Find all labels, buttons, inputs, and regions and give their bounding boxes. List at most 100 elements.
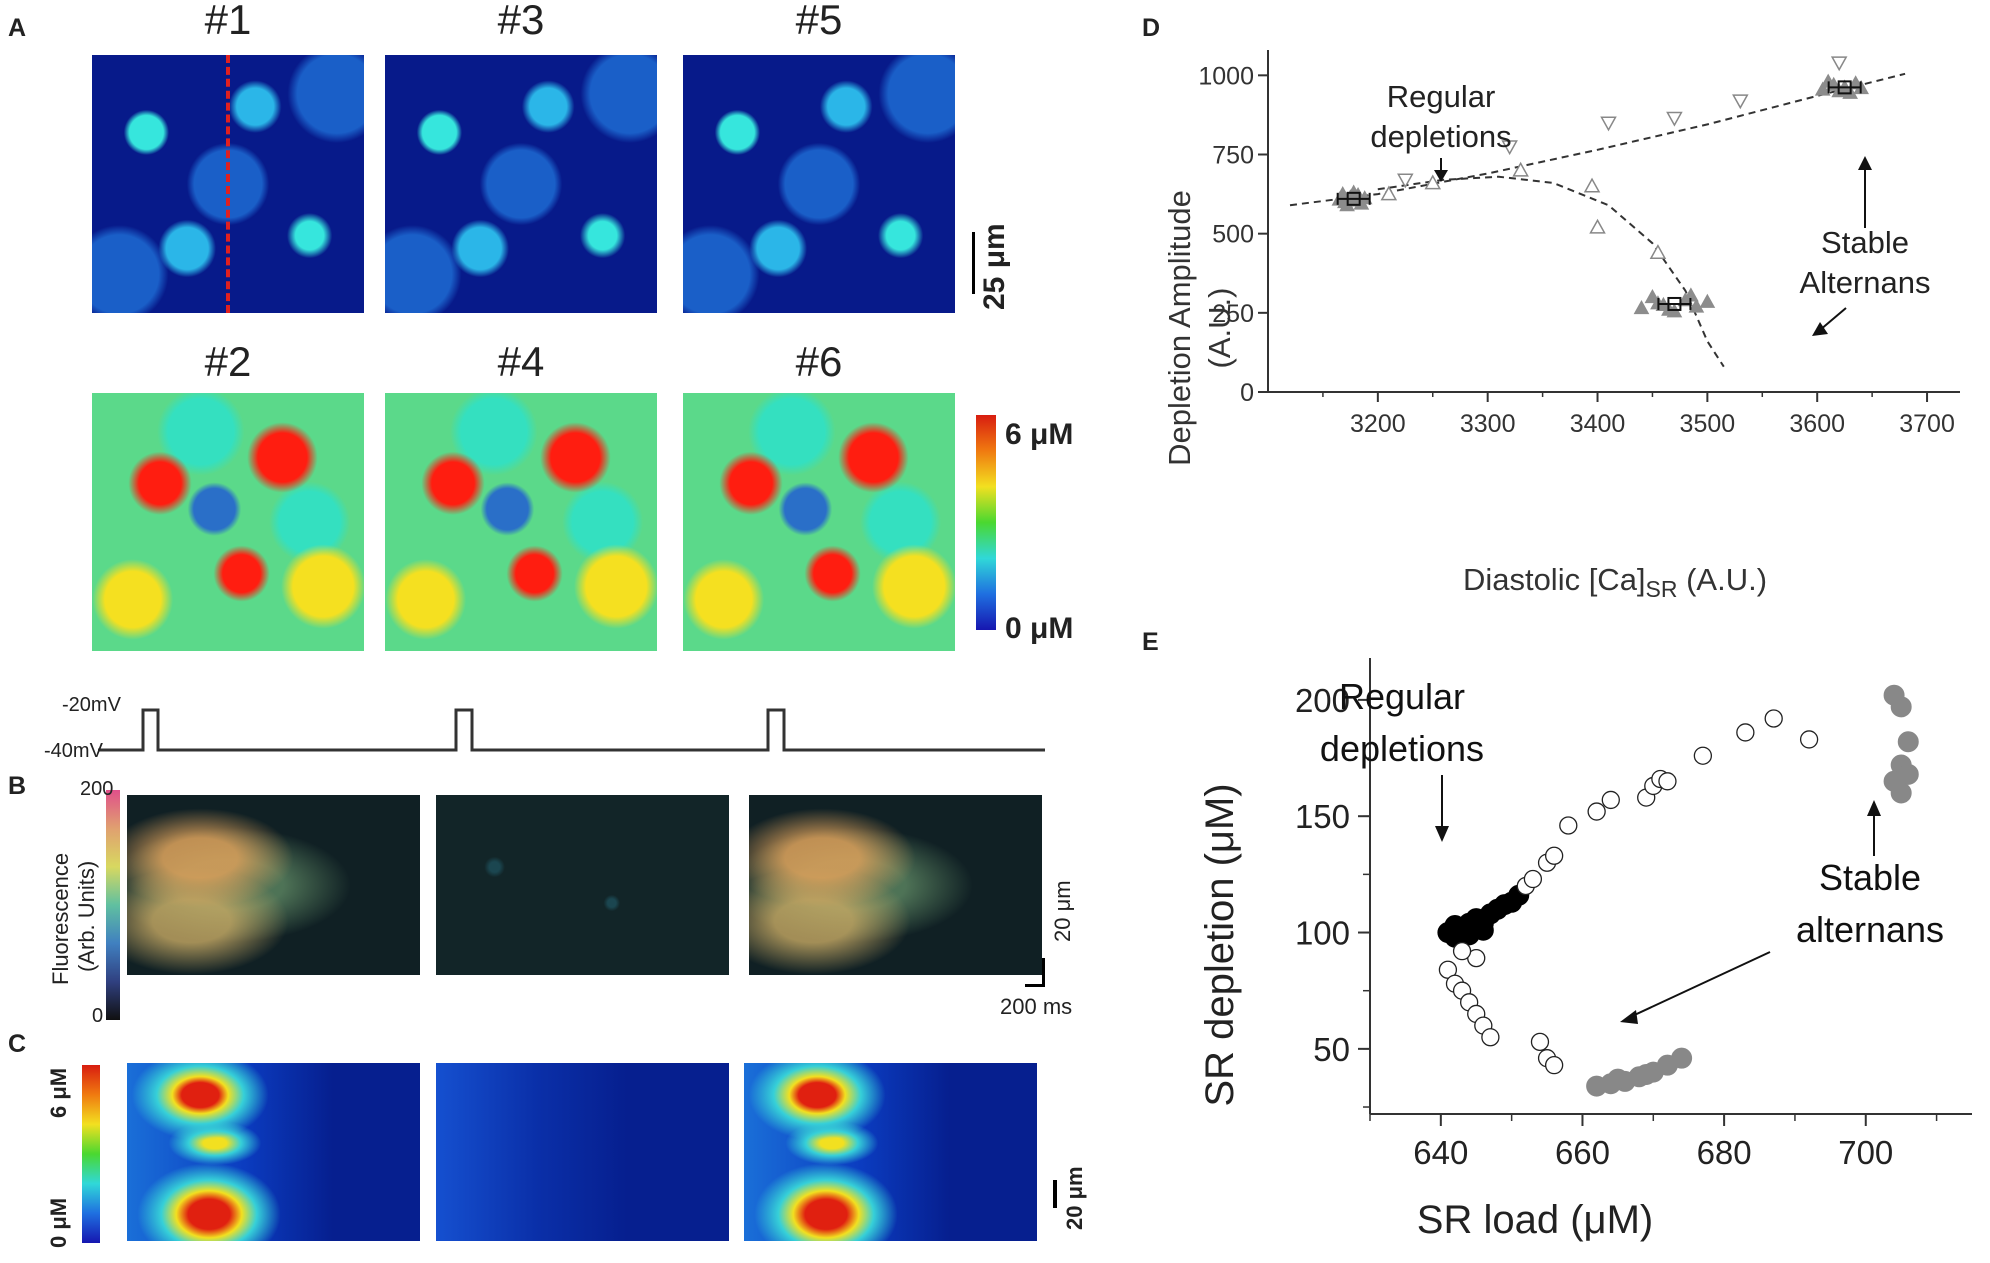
chart-d-x-tick-label: 3700 (1899, 410, 1955, 438)
chart-d-point (1380, 185, 1398, 201)
chart-e-point (1890, 782, 1912, 804)
chart-d-point (1589, 218, 1606, 234)
chart-d-point (1583, 177, 1601, 193)
chart-e-arrow-regular-head (1435, 826, 1449, 842)
scale-label-a: 25 μm (978, 223, 1011, 310)
sim-trace-2 (436, 1063, 729, 1241)
map-title-5: #5 (795, 0, 843, 43)
ca-map-2 (92, 393, 364, 651)
chart-e-point (1601, 790, 1620, 810)
chart-d-point (1649, 244, 1667, 260)
chart-e-point (1890, 696, 1912, 718)
scale-b-space: 20 μm (1050, 880, 1075, 942)
chart-d-y-tick-label: 750 (1212, 142, 1254, 170)
chart-e-point (1693, 746, 1713, 765)
chart-e-arrow-stable-down (1627, 951, 1771, 1019)
colorbar-a (976, 415, 996, 630)
chart-e-point (1897, 731, 1919, 753)
chart-d-y-tick-label: 500 (1212, 221, 1254, 249)
voltage-high-label: -20mV (62, 694, 121, 716)
chart-e-arrow-stable-up-head (1867, 800, 1881, 816)
chart-d-mean-marker (1837, 80, 1852, 95)
chart-d-fit-upper (1289, 72, 1906, 207)
chart-d-x-tick-label: 3600 (1789, 410, 1845, 438)
chart-e: 640 660 680 700 50 100 150 200 SR depletion (μM… (1198, 658, 1972, 1242)
chart-e-y-tick-label: 200 (1295, 682, 1350, 719)
chart-d-point (1688, 298, 1705, 313)
chart-d-arrow-stable-up-head (1858, 156, 1872, 170)
map-title-2: #2 (204, 338, 252, 385)
chart-e-point (1481, 1028, 1500, 1047)
line-scan-marker (226, 55, 230, 313)
chart-d-x-tick-label: 3400 (1570, 410, 1626, 438)
chart-e-point (1544, 846, 1564, 865)
chart-e-arrow-stable-down-head (1620, 1010, 1638, 1024)
chart-d-point (1644, 288, 1661, 304)
chart-e-point (1635, 1063, 1657, 1085)
ca-map-5 (683, 55, 955, 313)
colorbar-b-min: 0 (92, 1005, 104, 1027)
chart-e-annot-stable-2: alternans (1796, 909, 1944, 950)
chart-d-point (1666, 111, 1683, 127)
chart-d-y-tick-label: 1000 (1198, 62, 1254, 90)
chart-d-ylabel-2: (A.U.) (1202, 288, 1237, 369)
chart-d-y-tick-label: 0 (1240, 379, 1254, 407)
scale-bar-b-vertical (1042, 958, 1045, 986)
chart-d-arrow-stable-down-head (1812, 322, 1828, 336)
colorbar-b-label-1: Fluorescence (48, 852, 73, 985)
chart-e-y-tick-label: 50 (1313, 1031, 1350, 1068)
sim-trace-3 (744, 1063, 1037, 1241)
colorbar-c-min: 0 μM (46, 1197, 71, 1248)
chart-e-x-tick-label: 640 (1413, 1134, 1468, 1171)
ca-map-4 (385, 393, 657, 651)
map-title-3: #3 (497, 0, 545, 43)
chart-d-point (1501, 140, 1518, 156)
chart-e-point (1452, 941, 1472, 961)
ca-map-3 (385, 55, 657, 313)
chart-d: 3200 3300 3400 3500 3600 3700 0 250 500 750 1000 D… (1162, 50, 1960, 602)
chart-e-point (1544, 1055, 1564, 1075)
colorbar-b-max: 200 (80, 778, 114, 800)
colorbar-a-min: 0 μM (1005, 612, 1074, 645)
chart-e-annot-regular-2: depletions (1320, 728, 1484, 769)
chart-e-annot-stable-1: Stable (1819, 857, 1921, 898)
chart-e-y-tick-label: 100 (1295, 915, 1350, 952)
scale-c-space: 20 μm (1062, 1166, 1087, 1230)
chart-e-point (1530, 1032, 1550, 1052)
panel-letter-c: C (8, 1030, 27, 1058)
scale-b-time: 200 ms (1000, 994, 1073, 1019)
chart-d-arrow-stable-down (1819, 307, 1847, 331)
chart-d-arrow-regular-head (1434, 170, 1448, 182)
chart-d-point (1350, 187, 1366, 202)
chart-e-point (1587, 802, 1606, 821)
chart-e-point (1736, 723, 1755, 742)
map-title-4: #4 (497, 338, 545, 385)
chart-d-point (1424, 174, 1442, 190)
chart-e-x-tick-label: 700 (1838, 1134, 1893, 1171)
colorbar-b (106, 790, 120, 1020)
chart-d-point (1814, 81, 1831, 96)
ca-map-6 (683, 393, 955, 651)
chart-e-point (1472, 919, 1494, 941)
chart-d-x-tick-label: 3500 (1680, 410, 1736, 438)
fluor-trace-1 (127, 795, 420, 975)
chart-e-y-tick-label: 150 (1295, 798, 1350, 835)
chart-e-point (1607, 1068, 1629, 1090)
colorbar-c-max: 6 μM (46, 1067, 71, 1118)
chart-d-annot-regular-1: Regular (1387, 79, 1496, 114)
voltage-low-label: -40mV (44, 740, 103, 762)
scale-bar-c (1053, 1180, 1057, 1208)
chart-e-point (1671, 1047, 1693, 1069)
chart-d-annot-stable-2: Alternans (1800, 265, 1931, 300)
chart-e-point (1559, 816, 1578, 835)
colorbar-a-max: 6 μM (1005, 418, 1074, 451)
panel-letter-e: E (1142, 628, 1159, 656)
chart-d-y-tick-label: 250 (1212, 300, 1254, 328)
panel-letter-b: B (8, 772, 27, 800)
chart-d-point (1600, 116, 1617, 132)
sim-trace-1 (127, 1063, 420, 1241)
chart-e-point (1658, 772, 1677, 791)
fluor-trace-3 (749, 795, 1042, 975)
chart-d-point (1830, 56, 1848, 72)
chart-e-point (1523, 869, 1543, 889)
